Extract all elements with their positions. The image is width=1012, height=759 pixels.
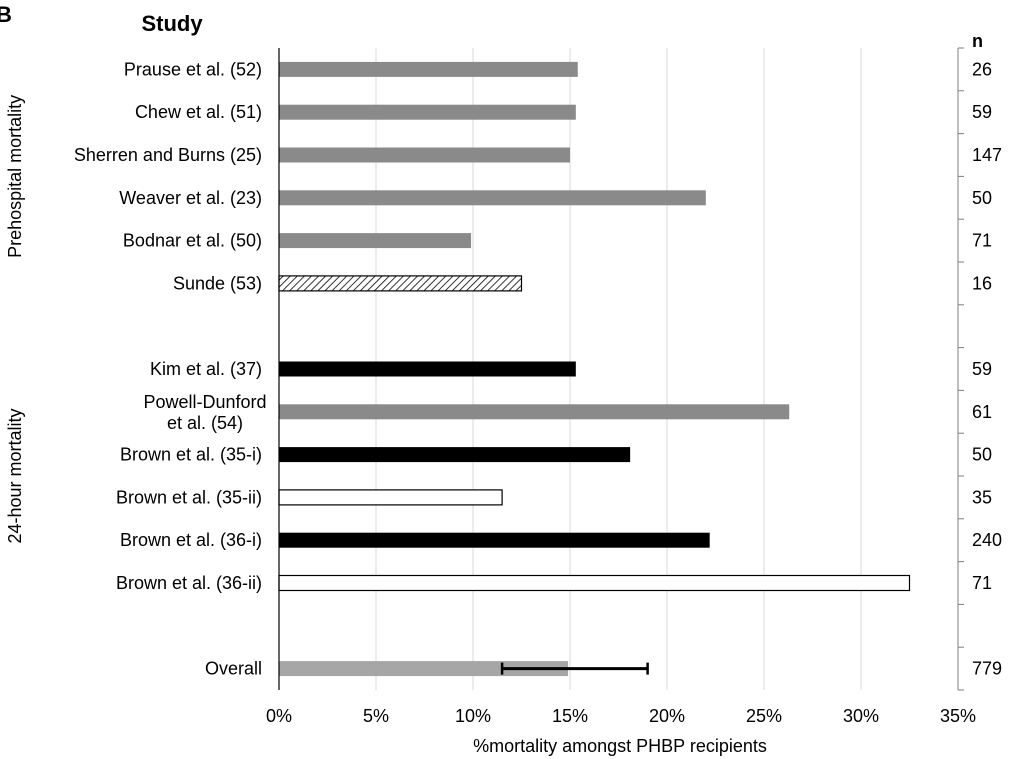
bars <box>278 61 911 677</box>
study-label: Chew et al. (51) <box>135 102 262 122</box>
n-value: 16 <box>972 273 992 293</box>
study-label: Powell-Dunford et al. (54) <box>143 392 266 433</box>
bar <box>279 532 710 548</box>
x-tick-label: 15% <box>552 706 588 726</box>
study-label: Brown et al. (35-ii) <box>116 487 262 507</box>
study-label: Sherren and Burns (25) <box>74 145 262 165</box>
bar <box>279 361 576 377</box>
x-tick-label: 30% <box>843 706 879 726</box>
bar <box>279 190 706 206</box>
n-value: 147 <box>972 145 1002 165</box>
study-column-header: Study <box>141 11 203 36</box>
n-value: 779 <box>972 659 1002 679</box>
x-tick-label: 0% <box>266 706 292 726</box>
n-value: 50 <box>972 188 992 208</box>
n-column-header: n <box>972 31 983 51</box>
group-label: Prehospital mortality <box>5 95 25 258</box>
study-label: Sunde (53) <box>173 273 262 293</box>
study-label: Brown et al. (36-i) <box>120 530 262 550</box>
study-label-line: et al. (54) <box>167 413 243 433</box>
study-labels: Prause et al. (52) Chew et al. (51) Sherre… <box>74 59 267 678</box>
study-label: Brown et al. (35-i) <box>120 445 262 465</box>
bar <box>279 233 472 249</box>
x-tick-label: 35% <box>940 706 976 726</box>
n-value: 26 <box>972 59 992 79</box>
study-label: Kim et al. (37) <box>150 359 262 379</box>
n-value: 240 <box>972 530 1002 550</box>
n-value: 50 <box>972 445 992 465</box>
study-label: Prause et al. (52) <box>124 59 262 79</box>
study-label: Overall <box>205 659 262 679</box>
x-axis-ticks: 0% 5% 10% 15% 20% 25% 30% 35% <box>266 706 976 726</box>
n-value: 59 <box>972 102 992 122</box>
x-tick-label: 5% <box>363 706 389 726</box>
n-value: 59 <box>972 359 992 379</box>
study-label: Bodnar et al. (50) <box>123 231 262 251</box>
n-value: 71 <box>972 231 992 251</box>
group-label: 24-hour mortality <box>5 408 25 543</box>
study-label: Brown et al. (36-ii) <box>116 573 262 593</box>
study-label: Weaver et al. (23) <box>119 188 262 208</box>
bar <box>278 275 523 292</box>
n-value: 61 <box>972 402 992 422</box>
x-tick-label: 25% <box>746 706 782 726</box>
bar <box>279 404 790 420</box>
n-value: 71 <box>972 573 992 593</box>
bar <box>279 147 570 163</box>
n-value: 35 <box>972 487 992 507</box>
panel-label: B <box>0 2 12 27</box>
bar <box>278 489 503 506</box>
bar <box>278 574 911 592</box>
n-values: 26 59 147 50 71 16 59 61 50 35 240 71 779 <box>972 59 1002 678</box>
bar <box>279 661 569 677</box>
bar <box>279 61 578 77</box>
study-label-line: Powell-Dunford <box>143 392 266 412</box>
group-labels: Prehospital mortality 24-hour mortality <box>5 95 25 544</box>
bar <box>279 104 576 120</box>
x-tick-label: 20% <box>649 706 685 726</box>
bar <box>279 447 631 463</box>
x-axis-label: %mortality amongst PHBP recipients <box>473 736 767 756</box>
x-tick-label: 10% <box>455 706 491 726</box>
